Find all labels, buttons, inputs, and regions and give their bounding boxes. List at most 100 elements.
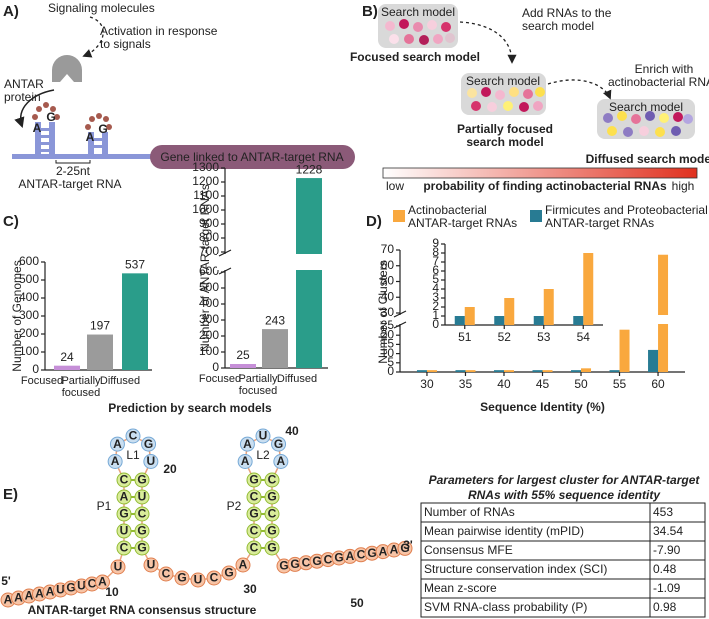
rna-dot [441, 22, 451, 32]
y-tick-label: 1200 [192, 174, 219, 188]
nucleotide-circle [239, 436, 255, 452]
three-prime: 3' [403, 538, 413, 552]
x-tick-label: Focused [198, 373, 242, 385]
nucleotide: U [138, 490, 147, 504]
nucleotide: G [249, 507, 258, 521]
five-prime: 5' [1, 574, 11, 588]
y-tick-label: 1 [432, 308, 439, 322]
bar [426, 370, 437, 372]
nucleotide-circle [221, 565, 237, 581]
bar [54, 365, 80, 370]
nucleotide: A [241, 454, 250, 468]
nucleotide-circle [125, 428, 141, 444]
nucleotide-circle [273, 453, 289, 469]
nucleotide-circle [116, 472, 132, 488]
nucleotide-circle [264, 506, 280, 522]
nucleotide-circle [246, 523, 262, 539]
nucleotide: A [113, 437, 122, 451]
table-text: -1.09 [653, 581, 681, 595]
value-label: 24 [60, 350, 74, 364]
y-tick-label: 8 [432, 245, 439, 259]
nucleotide: G [177, 571, 186, 585]
y-tick-label: 40 [381, 289, 395, 303]
y-tick-label: 100 [19, 344, 39, 358]
y-tick-label: 0 [432, 317, 439, 331]
y-tick-label: 200 [19, 326, 39, 340]
nucleotide-circle [174, 570, 190, 586]
legend-label: Actinobacterial ANTAR-target RNAs [408, 204, 518, 230]
x-axis-title: Prediction by search models [108, 401, 272, 415]
box-label: Search model [381, 5, 455, 19]
nucleotide-circle [206, 570, 222, 586]
x-tick-label: 55 [613, 377, 627, 391]
rna-sketch [12, 122, 157, 159]
legend-label-box: Actinobacterial ANTAR-target RNAs [408, 204, 518, 230]
nucleotide: C [162, 567, 171, 581]
y-tick-label: 900 [199, 216, 219, 230]
bar [504, 298, 515, 325]
y-tick-label: 20 [381, 327, 395, 341]
nucleotide: A [46, 585, 55, 599]
step-label: Add RNAs to the [522, 6, 612, 20]
break-mark [393, 310, 407, 318]
bar [581, 368, 592, 372]
rna-dot [617, 111, 627, 121]
rna-dot [673, 112, 683, 122]
break-mark [218, 267, 232, 275]
nucleotide-circle [116, 540, 132, 556]
nucleotide: G [400, 541, 409, 555]
model-name: Diffused search model [586, 152, 709, 166]
bar [583, 253, 594, 325]
rna-dot [683, 114, 693, 124]
loop-label: L2 [256, 448, 270, 462]
x-tick-label: 54 [577, 330, 591, 344]
x-tick-label-box: Diffused [277, 373, 317, 385]
model-name: Partially focused [457, 122, 553, 136]
nucleotide-circle [95, 574, 110, 590]
x-tick-label: 50 [574, 377, 588, 391]
nucleotide: C [138, 507, 147, 521]
x-tick-label: Partially focused [238, 373, 278, 397]
rna-dot [487, 102, 497, 112]
value-label: 1228 [296, 162, 323, 176]
nucleotide: A [390, 543, 399, 557]
bar [609, 370, 620, 372]
nucleotide-circle [109, 436, 125, 452]
activation-label: to signals [100, 37, 151, 51]
rna-dot [535, 87, 545, 97]
nucleotide-circle [116, 489, 132, 505]
rna-dot [495, 90, 505, 100]
bar [533, 316, 544, 325]
rna-dot [404, 34, 414, 44]
value-label: 197 [90, 319, 110, 333]
bar [465, 370, 476, 372]
spacer-label: 2-25nt [56, 164, 91, 178]
step-label: search model [522, 19, 594, 33]
box-label: Search model [609, 100, 683, 114]
rna-dot [445, 33, 455, 43]
nucleotide-circle [255, 428, 271, 444]
bar [464, 307, 475, 325]
y-tick-label: 0 [212, 360, 219, 374]
loop-letter: G [46, 110, 55, 124]
nucleotide-circle [190, 572, 206, 588]
table-title: Parameters for largest cluster for ANTAR… [429, 473, 701, 487]
loop-label: L1 [126, 448, 140, 462]
nucleotide: U [114, 560, 123, 574]
nucleotide: C [268, 473, 277, 487]
loop-dots [32, 102, 112, 130]
nucleotide: G [267, 524, 276, 538]
rna-dot [509, 87, 519, 97]
rna-dot [623, 127, 633, 137]
y-tick-label: 800 [199, 230, 219, 244]
legend-swatch [530, 210, 542, 222]
table-text: Consensus MFE [424, 543, 513, 557]
nucleotide: A [35, 587, 44, 601]
gene-label: Gene linked to ANTAR-target RNA [160, 150, 343, 164]
probability-gradient [382, 167, 698, 179]
y-axis-title: Number of ANTAR-target RNAs [198, 184, 212, 352]
table-text: 453 [653, 505, 673, 519]
nucleotide: C [268, 507, 277, 521]
step-arrow [459, 21, 517, 64]
nucleotide-circle [271, 436, 287, 452]
